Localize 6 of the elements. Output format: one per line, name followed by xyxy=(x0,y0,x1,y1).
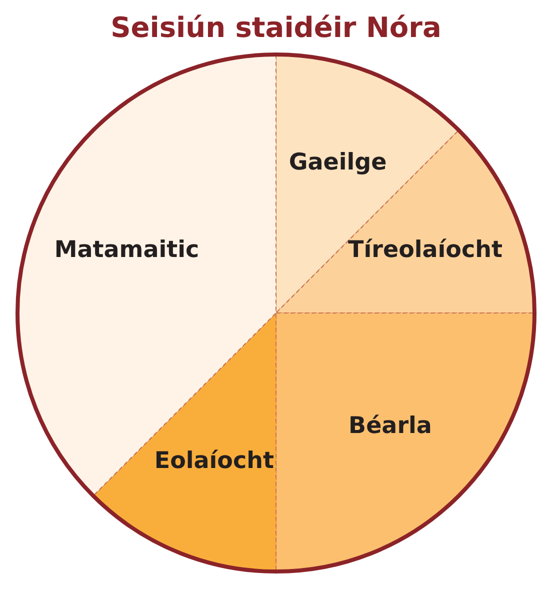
slice-label: Matamaitic xyxy=(54,237,200,264)
slice-label: Gaeilge xyxy=(288,150,387,176)
slice-label: Tíreolaíocht xyxy=(348,237,502,264)
chart-title: Seisiún staidéir Nóra xyxy=(110,10,442,46)
slice-label: Eolaíocht xyxy=(154,448,274,474)
slice-label: Béarla xyxy=(348,413,432,440)
